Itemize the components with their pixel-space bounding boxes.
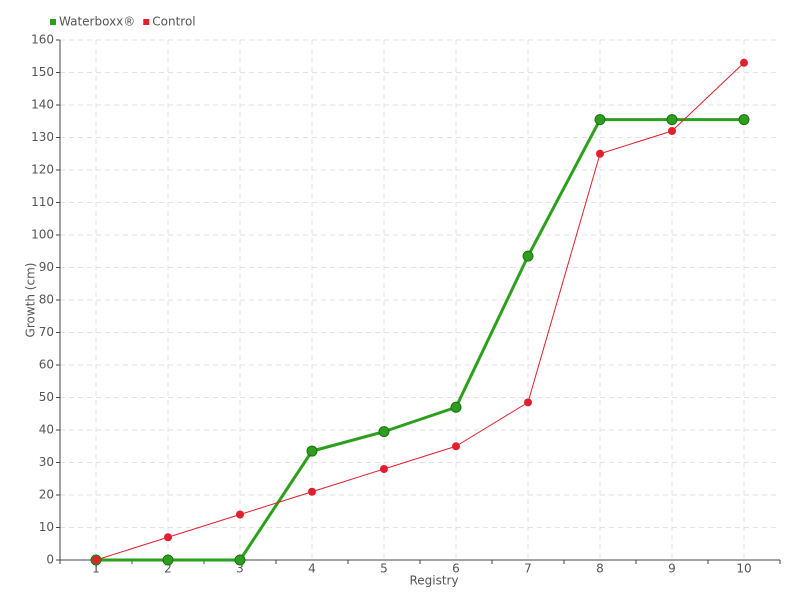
y-tick-label: 110 bbox=[31, 195, 54, 209]
x-tick-label: 10 bbox=[736, 562, 751, 576]
data-point bbox=[668, 127, 676, 135]
y-tick-label: 100 bbox=[31, 228, 54, 242]
data-point bbox=[594, 114, 606, 126]
y-tick-label: 30 bbox=[39, 455, 54, 469]
data-point bbox=[164, 533, 172, 542]
y-tick-label: 10 bbox=[39, 520, 54, 534]
data-point bbox=[666, 114, 678, 126]
y-tick-label: 0 bbox=[46, 553, 54, 567]
x-tick-label: 8 bbox=[596, 562, 604, 576]
x-tick-label: 1 bbox=[92, 562, 100, 576]
x-tick-label: 7 bbox=[524, 562, 532, 576]
x-tick-label: 5 bbox=[380, 562, 388, 576]
data-point bbox=[308, 487, 316, 496]
y-tick-label: 160 bbox=[31, 33, 54, 47]
y-tick-label: 80 bbox=[39, 293, 54, 307]
data-point bbox=[162, 554, 174, 566]
y-tick-label: 120 bbox=[31, 163, 54, 177]
y-tick-label: 20 bbox=[39, 488, 54, 502]
legend-label: Waterboxx® bbox=[59, 15, 135, 29]
x-tick-label: 6 bbox=[452, 562, 460, 576]
data-point bbox=[522, 250, 534, 262]
data-point bbox=[740, 58, 748, 67]
data-point bbox=[452, 442, 460, 451]
x-tick-label: 2 bbox=[164, 562, 172, 576]
data-point bbox=[92, 556, 100, 564]
x-tick-label: 3 bbox=[236, 562, 244, 576]
data-point bbox=[450, 401, 462, 413]
data-point bbox=[524, 398, 532, 407]
data-point bbox=[236, 510, 244, 519]
y-axis-label: Growth (cm) bbox=[24, 263, 38, 338]
y-tick-label: 150 bbox=[31, 65, 54, 79]
y-tick-label: 60 bbox=[39, 358, 54, 372]
data-point bbox=[378, 426, 390, 438]
data-point bbox=[306, 445, 318, 457]
y-tick-label: 90 bbox=[39, 260, 54, 274]
x-tick-label: 9 bbox=[668, 562, 676, 576]
x-tick-label: 4 bbox=[308, 562, 316, 576]
legend-swatch bbox=[50, 19, 56, 25]
x-axis-label: Registry bbox=[409, 574, 458, 588]
data-point bbox=[596, 149, 604, 158]
series-line bbox=[96, 118, 744, 562]
y-tick-label: 140 bbox=[31, 98, 54, 112]
y-tick-label: 70 bbox=[39, 325, 54, 339]
legend-swatch bbox=[143, 19, 150, 25]
data-point bbox=[738, 114, 750, 126]
y-tick-label: 130 bbox=[31, 130, 54, 144]
data-point bbox=[234, 554, 246, 566]
legend-label: Control bbox=[152, 15, 195, 29]
y-tick-label: 50 bbox=[39, 390, 54, 404]
y-tick-label: 40 bbox=[39, 423, 54, 437]
data-point bbox=[380, 465, 388, 473]
series-line bbox=[95, 62, 745, 561]
